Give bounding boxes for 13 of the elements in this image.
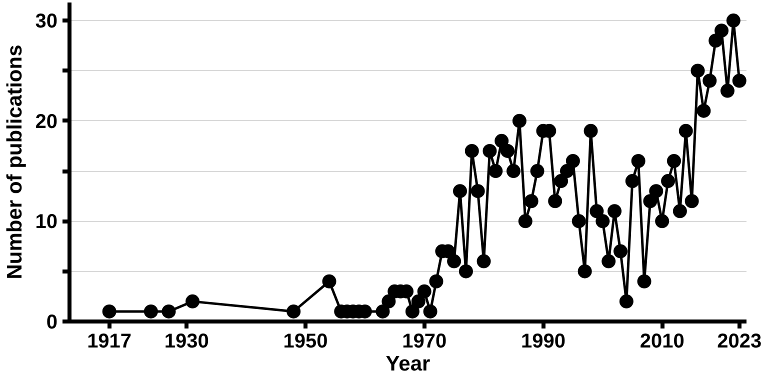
- x-tick-label: 1950: [283, 330, 328, 352]
- x-tick-label: 1917: [87, 330, 132, 352]
- x-tick-label: 1970: [402, 330, 447, 352]
- y-tick-label: 30: [35, 10, 58, 33]
- x-tick-label: 2010: [640, 330, 684, 352]
- x-tick-label: 1930: [164, 330, 209, 352]
- y-tick-label: 10: [35, 211, 58, 234]
- y-axis-title: Number of publications: [3, 44, 26, 280]
- y-tick-label: 20: [35, 110, 58, 133]
- x-tick-label: 2023: [717, 330, 762, 352]
- x-axis-title: Year: [386, 352, 430, 376]
- y-tick-label: 0: [46, 312, 58, 334]
- x-tick-label: 1990: [520, 330, 566, 352]
